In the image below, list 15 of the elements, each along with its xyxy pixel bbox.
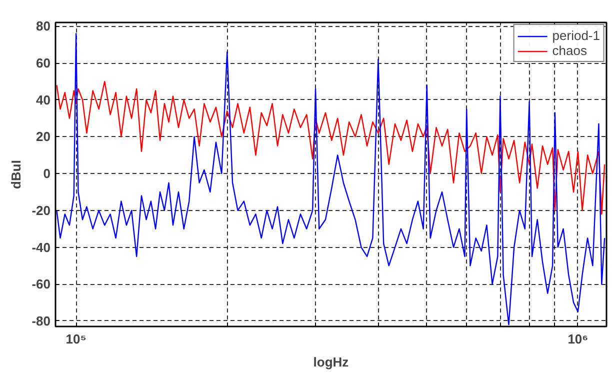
y-axis-title: dBuI <box>8 160 24 189</box>
y-tick-label: 40 <box>36 92 51 108</box>
y-tick-label: -80 <box>32 313 51 328</box>
y-tick-label: 60 <box>36 56 51 71</box>
y-tick-label: 20 <box>36 129 51 144</box>
y-tick-label: -20 <box>32 202 51 218</box>
x-axis-title: logHz <box>313 354 350 370</box>
x-tick-label: 10⁵ <box>66 332 86 346</box>
y-tick-label: 80 <box>36 18 51 34</box>
x-tick-label: 10⁶ <box>568 332 588 346</box>
legend-label: period-1 <box>552 28 600 43</box>
legend-label: chaos <box>552 43 587 58</box>
y-tick-label: -60 <box>32 276 51 292</box>
y-tick-label: -40 <box>32 240 51 255</box>
y-tick-label: 0 <box>43 166 51 182</box>
